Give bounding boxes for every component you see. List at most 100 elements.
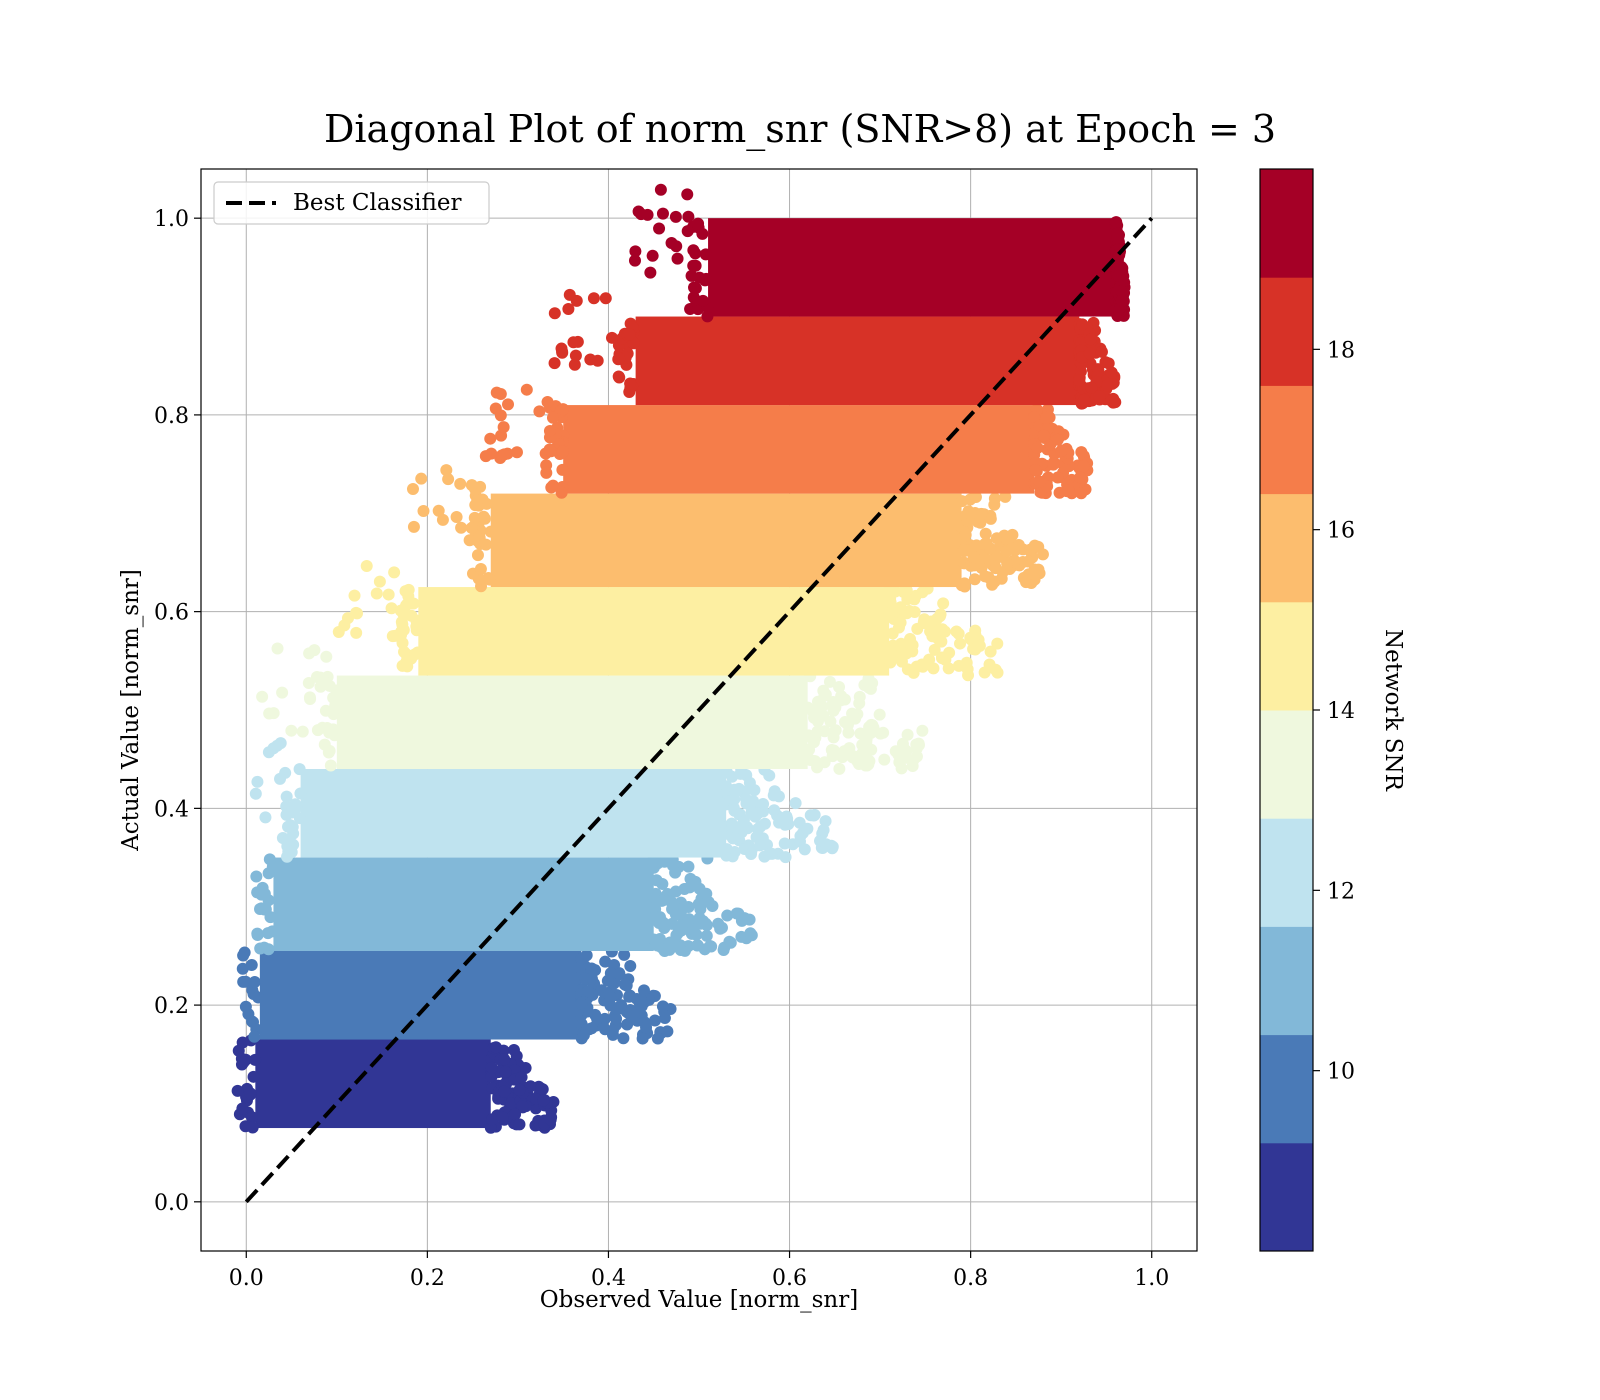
scatter-point xyxy=(332,626,345,639)
scatter-point xyxy=(634,993,647,1006)
scatter-point xyxy=(308,644,321,657)
scatter-point xyxy=(498,1053,511,1066)
band-0 xyxy=(231,1034,560,1134)
scatter-point xyxy=(236,962,249,975)
scatter-point xyxy=(386,630,399,643)
scatter-point xyxy=(862,672,875,685)
scatter-point xyxy=(938,625,951,638)
scatter-point xyxy=(1083,347,1096,360)
scatter-point xyxy=(294,787,307,800)
legend-entry-best-classifier: Best Classifier xyxy=(293,190,461,216)
scatter-point xyxy=(303,691,316,704)
y-axis-label: Actual Value [norm_snr] xyxy=(118,569,144,852)
scatter-point xyxy=(696,227,709,240)
colorbar-segment xyxy=(1260,710,1313,819)
scatter-point xyxy=(934,608,947,621)
scatter-point xyxy=(671,252,684,265)
scatter-point xyxy=(252,991,265,1004)
scatter-point xyxy=(627,337,640,350)
scatter-point xyxy=(650,874,663,887)
x-tick-label: 0.6 xyxy=(772,1266,807,1291)
scatter-point xyxy=(382,588,395,601)
scatter-point xyxy=(397,607,410,620)
scatter-point xyxy=(901,593,914,606)
scatter-point xyxy=(327,691,340,704)
scatter-point xyxy=(689,282,702,295)
scatter-point xyxy=(739,792,752,805)
scatter-point xyxy=(465,479,478,492)
scatter-point xyxy=(936,652,949,665)
scatter-point xyxy=(479,538,492,551)
scatter-point xyxy=(1062,484,1075,497)
x-tick-label: 0.0 xyxy=(229,1266,264,1291)
scatter-point xyxy=(856,746,869,759)
scatter-point xyxy=(779,851,792,864)
band-6 xyxy=(406,464,1049,593)
scatter-point xyxy=(894,601,907,614)
scatter-point xyxy=(648,1014,661,1027)
scatter-point xyxy=(623,328,636,341)
scatter-point xyxy=(236,1102,249,1115)
colorbar-segment xyxy=(1260,1034,1313,1144)
band-core xyxy=(259,950,582,1040)
scatter-point xyxy=(964,631,977,644)
scatter-point xyxy=(901,728,914,741)
scatter-point xyxy=(829,724,842,737)
scatter-point xyxy=(271,642,284,655)
scatter-point xyxy=(618,978,631,991)
scatter-point xyxy=(350,626,363,639)
scatter-point xyxy=(613,968,626,981)
scatter-point xyxy=(1073,374,1086,387)
scatter-point xyxy=(624,377,637,390)
scatter-point xyxy=(999,490,1012,503)
band-7 xyxy=(479,383,1094,500)
scatter-point xyxy=(575,952,588,965)
scatter-point xyxy=(555,486,568,499)
scatter-point xyxy=(541,395,554,408)
scatter-point xyxy=(479,450,492,463)
scatter-point xyxy=(906,760,919,773)
scatter-point xyxy=(956,495,969,508)
scatter-point xyxy=(617,1032,630,1045)
scatter-point xyxy=(285,724,298,737)
band-4 xyxy=(256,642,929,775)
scatter-point xyxy=(360,559,373,572)
scatter-point xyxy=(618,948,631,961)
scatter-point xyxy=(548,307,561,320)
colorbar-segment xyxy=(1260,385,1313,495)
scatter-point xyxy=(907,666,920,679)
scatter-point xyxy=(410,620,423,633)
scatter-point xyxy=(712,917,725,930)
scatter-point xyxy=(502,398,515,411)
scatter-point xyxy=(1093,390,1106,403)
scatter-point xyxy=(735,819,748,832)
scatter-point xyxy=(1095,345,1108,358)
x-axis-ticks: 0.0 0.2 0.4 0.6 0.8 1.0 xyxy=(229,1251,1169,1291)
scatter-point xyxy=(728,793,741,806)
scatter-point xyxy=(1006,542,1019,555)
scatter-point xyxy=(824,715,837,728)
scatter-point xyxy=(916,724,929,737)
scatter-point xyxy=(250,870,263,883)
scatter-point xyxy=(811,715,824,728)
scatter-point xyxy=(1102,357,1115,370)
x-tick-label: 0.2 xyxy=(410,1266,445,1291)
scatter-point xyxy=(543,443,556,456)
scatter-point xyxy=(696,294,709,307)
scatter-point xyxy=(689,259,702,272)
scatter-point xyxy=(544,1113,557,1126)
scatter-point xyxy=(878,753,891,766)
scatter-point xyxy=(483,573,496,586)
scatter-point xyxy=(606,1024,619,1037)
scatter-point xyxy=(242,1008,255,1021)
scatter-point xyxy=(646,249,659,262)
scatter-point xyxy=(955,579,968,592)
scatter-point xyxy=(698,943,711,956)
scatter-point xyxy=(406,482,419,495)
colorbar-tick-label: 18 xyxy=(1327,338,1355,363)
band-core xyxy=(300,769,727,858)
band-core xyxy=(336,675,808,770)
scatter-point xyxy=(284,819,297,832)
y-tick-label: 0.0 xyxy=(154,1191,189,1216)
scatter-point xyxy=(1074,471,1087,484)
